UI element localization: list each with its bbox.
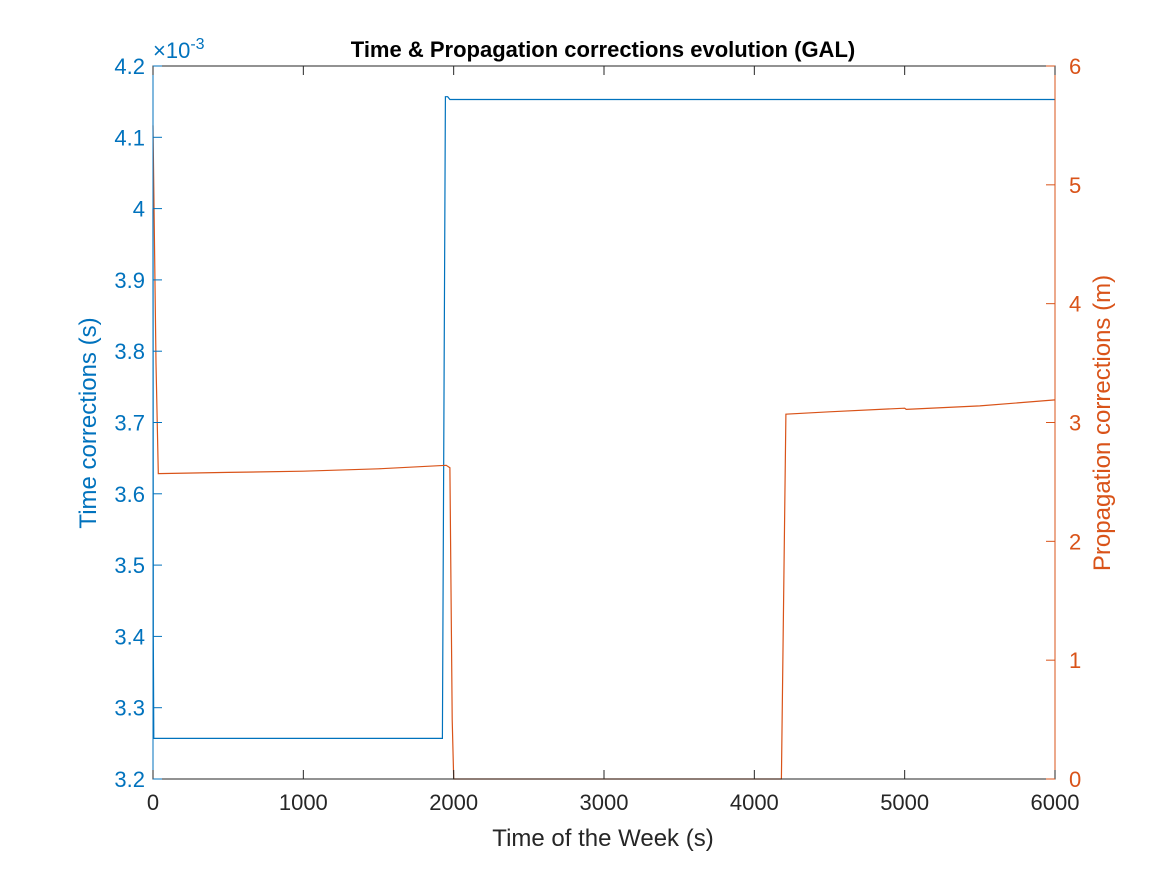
left-y-tick-label: 4.2: [114, 54, 145, 79]
right-y-tick-label: 1: [1069, 648, 1081, 673]
left-y-tick-label: 3.4: [114, 624, 145, 649]
plot-area: [153, 66, 1055, 779]
x-tick-label: 1000: [279, 790, 328, 815]
exponent-base: ×10: [153, 38, 190, 63]
left-y-tick-label: 3.3: [114, 696, 145, 721]
right-y-tick-label: 4: [1069, 292, 1081, 317]
x-tick-label: 4000: [730, 790, 779, 815]
left-axis-label: Time corrections (s): [75, 317, 102, 528]
right-y-tick-label: 3: [1069, 411, 1081, 436]
left-y-tick-label: 3.7: [114, 411, 145, 436]
tick-layer: [152, 65, 1056, 780]
left-y-tick-label: 3.9: [114, 268, 145, 293]
x-tick-label: 2000: [429, 790, 478, 815]
chart-title: Time & Propagation corrections evolution…: [351, 37, 855, 62]
label-layer: 0 1000 2000 3000 4000 5000 6000 3.2 3.3 3.4 3.5 3.6…: [114, 54, 1081, 815]
right-y-tick-label: 6: [1069, 54, 1081, 79]
left-y-tick-label: 4.1: [114, 125, 145, 150]
right-y-tick-label: 0: [1069, 767, 1081, 792]
right-y-tick-label: 2: [1069, 529, 1081, 554]
left-y-tick-label: 3.2: [114, 767, 145, 792]
x-tick-label: 0: [147, 790, 159, 815]
left-y-tick-label: 4: [133, 197, 145, 222]
right-axis-label: Propagation corrections (m): [1089, 275, 1116, 571]
x-tick-label: 3000: [580, 790, 629, 815]
left-axis-exponent: ×10-3: [153, 36, 205, 63]
x-tick-label: 5000: [880, 790, 929, 815]
left-y-tick-label: 3.6: [114, 482, 145, 507]
x-axis-label: Time of the Week (s): [492, 825, 713, 852]
left-y-tick-label: 3.8: [114, 339, 145, 364]
left-y-tick-label: 3.5: [114, 553, 145, 578]
right-y-tick-label: 5: [1069, 173, 1081, 198]
x-tick-label: 6000: [1031, 790, 1080, 815]
exponent-power: -3: [190, 36, 204, 53]
